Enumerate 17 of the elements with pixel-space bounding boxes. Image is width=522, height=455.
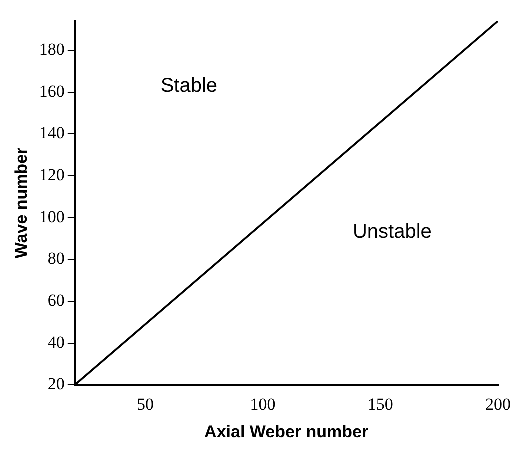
x-tick-label: 150 <box>368 394 394 414</box>
y-tick-label: 140 <box>39 124 65 143</box>
y-tick-label: 120 <box>39 165 65 184</box>
annotation: Stable <box>160 75 218 98</box>
x-tick-label: 100 <box>250 394 276 414</box>
y-tick-label: 180 <box>39 40 65 59</box>
y-tick-label: 40 <box>48 332 65 352</box>
y-tick-label: 60 <box>48 290 65 310</box>
x-tick-label: 200 <box>486 394 511 414</box>
y-tick-label: 80 <box>48 249 65 268</box>
y-axis-title: Wave number <box>12 147 31 259</box>
x-tick-label: 50 <box>136 394 154 414</box>
y-tick-label: 20 <box>48 374 65 394</box>
annotation: Unstable <box>352 220 432 243</box>
y-tick-label: 160 <box>39 82 65 101</box>
x-axis-title: Axial Weber number <box>204 422 369 442</box>
y-tick-label: 100 <box>39 207 65 226</box>
